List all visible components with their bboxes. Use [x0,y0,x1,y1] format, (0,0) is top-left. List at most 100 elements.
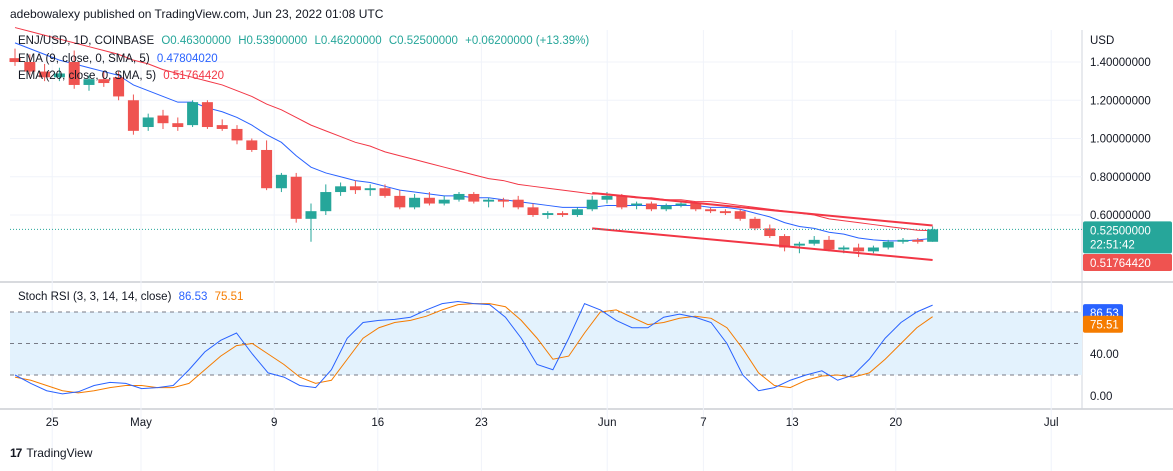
candle-up [867,247,879,252]
candle-down [24,62,36,72]
candle-down [172,123,184,128]
footer-brand[interactable]: 17 TradingView [10,446,92,460]
price-tick-label: 0.60000000 [1090,210,1151,222]
time-tick-label: 16 [371,417,384,429]
open-value: O0.46300000 [161,35,232,47]
brand-name: TradingView [26,446,93,460]
price-tick-label: 1.40000000 [1090,57,1151,69]
time-tick-label: 13 [786,417,799,429]
ema20-badge-bg [1083,254,1172,271]
stoch-tick-label: 0.00 [1090,391,1112,403]
candle-down [113,77,125,97]
candle-up [675,203,687,206]
symbol-legend: ENJ/USD, 1D, COINBASE O0.46300000 H0.539… [18,35,593,47]
candle-up [808,239,820,244]
candle-up [187,102,199,126]
stoch-d-value: 75.51 [214,291,244,303]
candle-down [912,239,924,242]
candle-up [927,229,939,242]
ema20-legend[interactable]: EMA (20, close, 0, SMA, 5) 0.51764420 [18,70,228,82]
price-axis-unit: USD [1090,35,1114,47]
candle-down [719,211,731,214]
publisher-header: adebowalexy published on TradingView.com… [10,7,384,21]
candle-down [201,102,213,128]
candle-up [882,241,894,248]
candle-down [379,188,391,196]
candle-up [364,188,376,191]
time-tick-label: 7 [700,417,706,429]
candle-up [571,209,583,215]
candle-down [349,186,361,191]
candle-up [586,199,598,210]
candle-down [216,125,228,129]
candle-up [438,199,450,204]
candle-down [823,239,835,250]
candle-down [231,128,243,141]
price-badge-text: 0.52500000 [1090,225,1151,237]
close-value: C0.52500000 [388,35,458,47]
high-value: H0.53900000 [238,35,308,47]
candle-up [453,193,465,200]
candle-down [423,197,435,204]
stoch-k-value: 86.53 [178,291,208,303]
candle-up [275,174,287,189]
price-tick-label: 1.20000000 [1090,95,1151,107]
time-tick-label: Jun [598,417,617,429]
candle-down [557,213,569,215]
candle-up [305,211,317,219]
ema20-badge-text: 0.51764420 [1090,258,1151,270]
candle-down [645,203,657,210]
candle-up [483,199,495,202]
candle-down [246,140,258,150]
change-value: +0.06200000 (+13.39%) [465,35,590,47]
candle-up [631,203,643,206]
stoch-legend[interactable]: Stoch RSI (3, 3, 14, 14, close) 86.53 75… [18,291,247,303]
candle-down [853,247,865,252]
candle-down [290,176,302,219]
time-tick-label: May [130,417,152,429]
candle-down [157,115,169,124]
candle-down [779,236,791,248]
candle-up [897,239,909,242]
ema9-value: 0.47804020 [156,53,218,65]
ema20-label: EMA (20, close, 0, SMA, 5) [18,70,157,82]
low-value: L0.46200000 [314,35,382,47]
price-tick-label: 0.80000000 [1090,172,1151,184]
time-tick-label: 20 [889,417,902,429]
time-tick-label: 23 [475,417,488,429]
price-badge-bg [1083,221,1172,254]
candle-down [749,218,761,229]
candle-down [734,211,746,219]
stoch-label: Stoch RSI (3, 3, 14, 14, close) [18,291,172,303]
price-badge-countdown: 22:51:42 [1090,239,1135,251]
candle-up [409,197,421,208]
ema20-value: 0.51764420 [163,70,225,82]
candle-up [660,205,672,210]
candle-up [142,117,154,128]
candle-down [705,209,717,212]
stoch-d-badge-text: 75.51 [1090,320,1119,332]
candle-down [764,228,776,237]
time-tick-label: 25 [46,417,59,429]
candle-down [98,79,110,84]
candle-down [261,149,273,189]
trendline [592,227,933,261]
candle-up [83,79,95,85]
candle-up [335,186,347,193]
time-tick-label: 9 [271,417,277,429]
candle-up [601,195,613,200]
candle-down [497,199,509,202]
candle-down [39,71,51,78]
time-tick-label: Jul [1044,417,1059,429]
candle-down [127,100,139,131]
candle-up [838,247,850,250]
tradingview-logo-icon: 17 [10,446,22,460]
candle-down [616,195,628,208]
ema9-legend[interactable]: EMA (9, close, 0, SMA, 5) 0.47804020 [18,53,222,65]
stoch-d-badge-bg [1083,315,1123,333]
candle-up [793,243,805,246]
candle-up [542,213,554,215]
trendline [592,192,933,227]
symbol-name[interactable]: ENJ/USD, 1D, COINBASE [18,35,155,47]
